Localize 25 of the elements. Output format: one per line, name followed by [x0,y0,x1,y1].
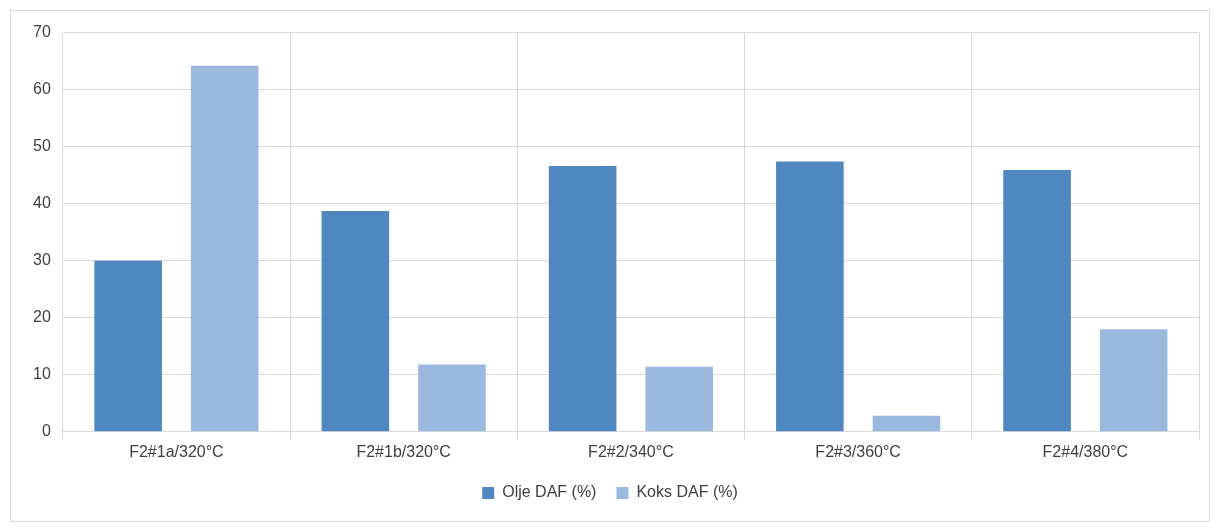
bar [94,260,162,432]
bar [645,366,713,432]
bar [190,65,259,432]
x-tick-label: F2#4/380°C [1042,442,1129,460]
y-tick-label: 10 [33,365,51,383]
y-tick-label: 60 [33,80,51,98]
bar [548,166,617,432]
x-tick-label: F2#2/340°C [588,442,674,460]
bar [1003,170,1071,432]
bar [776,161,844,432]
y-tick-label: 50 [33,137,51,155]
y-tick-label: 40 [33,194,51,212]
bar [418,364,486,432]
legend-label: Olje DAF (%) [502,483,597,501]
x-tick-label: F2#1b/320°C [356,442,451,460]
y-tick-label: 20 [33,308,51,326]
y-tick-label: 70 [33,23,51,41]
bar [872,415,941,432]
x-tick-label: F2#1a/320°C [129,442,224,460]
bar [1099,329,1168,432]
legend-label: Koks DAF (%) [636,483,738,501]
bar [321,211,390,432]
y-tick-label: 0 [41,422,51,440]
y-tick-label: 30 [33,251,51,269]
x-tick-label: F2#3/360°C [815,442,901,460]
